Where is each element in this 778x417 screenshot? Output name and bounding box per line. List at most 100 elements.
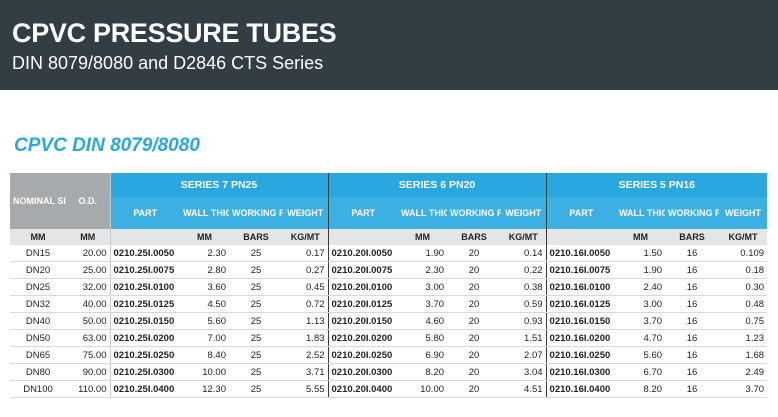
weight-cell: 3.71 — [283, 363, 329, 381]
part-cell: 0210.20I.0250 — [327, 346, 399, 364]
working-pressure-cell: 20 — [447, 245, 502, 262]
working-pressure-cell: 25 — [229, 329, 283, 347]
part-cell: 0210.20I.0200 — [327, 329, 399, 347]
working-pressure-cell: 20 — [447, 312, 502, 330]
od-cell: 75.00 — [66, 346, 111, 364]
part-cell: 0210.20I.0125 — [327, 295, 399, 313]
working-pressure-cell: 16 — [665, 245, 720, 262]
weight-header: WEIGHT — [283, 197, 329, 229]
unit-cell: MM — [66, 229, 111, 245]
part-cell: 0210.16I.0250 — [545, 346, 617, 364]
part-cell: 0210.16I.0125 — [545, 295, 617, 313]
working-pressure-cell: 16 — [665, 278, 720, 296]
working-pressure-cell: 16 — [665, 312, 720, 330]
title-banner: CPVC PRESSURE TUBES DIN 8079/8080 and D2… — [0, 0, 778, 90]
wall-thickness-cell: 5.80 — [398, 329, 448, 347]
part-cell: 0210.20I.0400 — [327, 380, 399, 398]
od-cell: 25.00 — [66, 261, 111, 279]
nominal-size-cell: DN20 — [10, 261, 66, 279]
working-pressure-cell: 25 — [229, 363, 283, 381]
weight-cell: 2.49 — [719, 363, 768, 381]
part-cell: 0210.20I.0075 — [327, 261, 399, 279]
nominal-size-header: NOMINAL SIZE — [10, 173, 66, 229]
part-cell: 0210.20I.0300 — [327, 363, 399, 381]
part-header: PART — [327, 197, 399, 229]
weight-cell: 0.38 — [501, 278, 547, 296]
working-pressure-cell: 25 — [229, 346, 283, 364]
weight-cell: 5.55 — [283, 380, 329, 398]
pressure-tube-table: NOMINAL SIZE O.D. SERIES 7 PN25 SERIES 6… — [10, 173, 768, 398]
weight-cell: 0.14 — [501, 245, 547, 262]
weight-cell: 0.72 — [283, 295, 329, 313]
weight-cell: 1.83 — [283, 329, 329, 347]
working-pressure-cell: 25 — [229, 295, 283, 313]
od-cell: 40.00 — [66, 295, 111, 313]
wall-thickness-cell: 2.40 — [616, 278, 666, 296]
weight-cell: 0.18 — [719, 261, 768, 279]
working-pressure-cell: 25 — [229, 245, 283, 262]
nominal-size-cell: DN40 — [10, 312, 66, 330]
part-cell: 0210.16I.0150 — [545, 312, 617, 330]
part-cell: 0210.20I.0100 — [327, 278, 399, 296]
series-header: SERIES 6 PN20 — [327, 173, 547, 197]
table-body: DN15 20.00 0210.25I.0050 2.30 25 0.17 0210.20I… — [10, 245, 768, 398]
od-cell: 110.00 — [66, 380, 111, 398]
working-pressure-cell: 20 — [447, 295, 502, 313]
weight-cell: 0.30 — [719, 278, 768, 296]
part-cell: 0210.20I.0050 — [327, 245, 399, 262]
working-pressure-header: WORKING PRESSURE — [229, 197, 283, 229]
weight-cell: 1.13 — [283, 312, 329, 330]
nominal-size-cell: DN65 — [10, 346, 66, 364]
weight-cell: 0.22 — [501, 261, 547, 279]
part-cell: 0210.16I.0100 — [545, 278, 617, 296]
wall-thickness-cell: 6.70 — [616, 363, 666, 381]
section-title: CPVC DIN 8079/8080 — [14, 135, 200, 156]
working-pressure-cell: 20 — [447, 363, 502, 381]
table-row: DN15 20.00 0210.25I.0050 2.30 25 0.17 0210.20I… — [10, 245, 768, 262]
part-cell: 0210.20I.0150 — [327, 312, 399, 330]
working-pressure-cell: 25 — [229, 261, 283, 279]
weight-cell: 1.23 — [719, 329, 768, 347]
wall-thickness-cell: 12.30 — [180, 380, 229, 398]
weight-cell: 4.51 — [501, 380, 547, 398]
weight-cell: 2.07 — [501, 346, 547, 364]
table-row: DN25 32.00 0210.25I.0100 3.60 25 0.45 0210.20I… — [10, 278, 768, 296]
unit-cell: KG/MT — [719, 229, 768, 245]
wall-thickness-cell: 5.60 — [616, 346, 666, 364]
unit-cell: BARS — [665, 229, 720, 245]
nominal-size-cell: DN32 — [10, 295, 66, 313]
table-row: DN80 90.00 0210.25I.0300 10.00 25 3.71 0210.20… — [10, 363, 768, 381]
part-header: PART — [110, 197, 180, 229]
unit-cell: BARS — [229, 229, 283, 245]
wall-thickness-cell: 4.50 — [180, 295, 229, 313]
wall-thickness-header: WALL THICKNESS — [398, 197, 448, 229]
working-pressure-cell: 20 — [447, 278, 502, 296]
page-subtitle: DIN 8079/8080 and D2846 CTS Series — [12, 53, 324, 73]
weight-cell: 0.93 — [501, 312, 547, 330]
working-pressure-cell: 20 — [447, 329, 502, 347]
nominal-size-cell: DN15 — [10, 245, 66, 262]
unit-cell: KG/MT — [283, 229, 329, 245]
working-pressure-header: WORKING PRESSURE — [665, 197, 720, 229]
wall-thickness-cell: 7.00 — [180, 329, 229, 347]
od-cell: 50.00 — [66, 312, 111, 330]
wall-thickness-cell: 1.90 — [616, 261, 666, 279]
part-cell: 0210.25I.0200 — [110, 329, 180, 347]
wall-thickness-cell: 4.60 — [398, 312, 448, 330]
weight-cell: 1.51 — [501, 329, 547, 347]
nominal-size-cell: DN50 — [10, 329, 66, 347]
table-row: DN32 40.00 0210.25I.0125 4.50 25 0.72 0210.20I… — [10, 295, 768, 313]
od-cell: 63.00 — [66, 329, 111, 347]
od-cell: 32.00 — [66, 278, 111, 296]
nominal-size-cell: DN80 — [10, 363, 66, 381]
unit-cell — [110, 229, 180, 245]
table-row: DN100 110.00 0210.25I.0400 12.30 25 5.55 0210.… — [10, 380, 768, 398]
part-cell: 0210.16I.0300 — [545, 363, 617, 381]
weight-cell: 1.68 — [719, 346, 768, 364]
units-row: MM MM MM BARS KG/MT MM BARS KG/MT MM BAR… — [10, 229, 768, 245]
nominal-size-cell: DN25 — [10, 278, 66, 296]
wall-thickness-cell: 3.60 — [180, 278, 229, 296]
working-pressure-cell: 20 — [447, 380, 502, 398]
wall-thickness-cell: 6.90 — [398, 346, 448, 364]
part-cell: 0210.16I.0400 — [545, 380, 617, 398]
